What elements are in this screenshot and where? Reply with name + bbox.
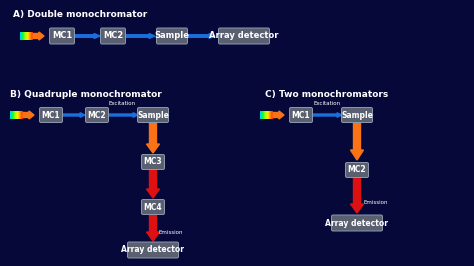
FancyBboxPatch shape (39, 107, 63, 123)
FancyBboxPatch shape (290, 107, 312, 123)
FancyArrow shape (312, 113, 342, 117)
FancyArrow shape (273, 111, 284, 119)
FancyArrow shape (23, 111, 34, 119)
Text: MC1: MC1 (52, 31, 72, 40)
FancyArrow shape (350, 122, 364, 160)
FancyArrow shape (33, 32, 44, 40)
Text: MC1: MC1 (42, 110, 60, 119)
Text: MC1: MC1 (292, 110, 310, 119)
FancyBboxPatch shape (142, 155, 164, 169)
FancyArrow shape (74, 34, 100, 39)
Text: Sample: Sample (137, 110, 169, 119)
Text: Array detector: Array detector (209, 31, 279, 40)
Text: MC3: MC3 (144, 157, 162, 167)
FancyBboxPatch shape (142, 200, 164, 214)
FancyBboxPatch shape (341, 107, 373, 123)
FancyBboxPatch shape (156, 28, 188, 44)
Text: A) Double monochromator: A) Double monochromator (13, 10, 147, 19)
Text: C) Two monochromators: C) Two monochromators (265, 90, 388, 99)
Text: MC2: MC2 (103, 31, 123, 40)
Text: Emission: Emission (364, 201, 389, 206)
FancyArrow shape (350, 176, 364, 213)
FancyBboxPatch shape (85, 107, 109, 123)
FancyArrow shape (125, 34, 155, 39)
FancyBboxPatch shape (128, 242, 179, 258)
FancyBboxPatch shape (137, 107, 168, 123)
FancyArrow shape (187, 34, 215, 39)
Text: MC2: MC2 (348, 165, 366, 174)
Text: Array detector: Array detector (326, 218, 389, 227)
FancyArrow shape (146, 168, 159, 198)
FancyBboxPatch shape (49, 28, 74, 44)
Text: Sample: Sample (341, 110, 373, 119)
Text: Emission: Emission (159, 231, 183, 235)
FancyBboxPatch shape (219, 28, 270, 44)
Text: Sample: Sample (155, 31, 190, 40)
Text: MC4: MC4 (144, 202, 162, 211)
Text: Array detector: Array detector (121, 246, 184, 255)
FancyArrow shape (146, 213, 159, 241)
FancyBboxPatch shape (346, 163, 368, 177)
FancyBboxPatch shape (100, 28, 126, 44)
FancyBboxPatch shape (331, 215, 383, 231)
FancyArrow shape (146, 122, 159, 153)
FancyArrow shape (108, 113, 138, 117)
Text: B) Quadruple monochromator: B) Quadruple monochromator (10, 90, 162, 99)
Text: MC2: MC2 (88, 110, 106, 119)
FancyArrow shape (62, 113, 85, 117)
Text: Excitation: Excitation (109, 101, 136, 106)
Text: Excitation: Excitation (313, 101, 340, 106)
